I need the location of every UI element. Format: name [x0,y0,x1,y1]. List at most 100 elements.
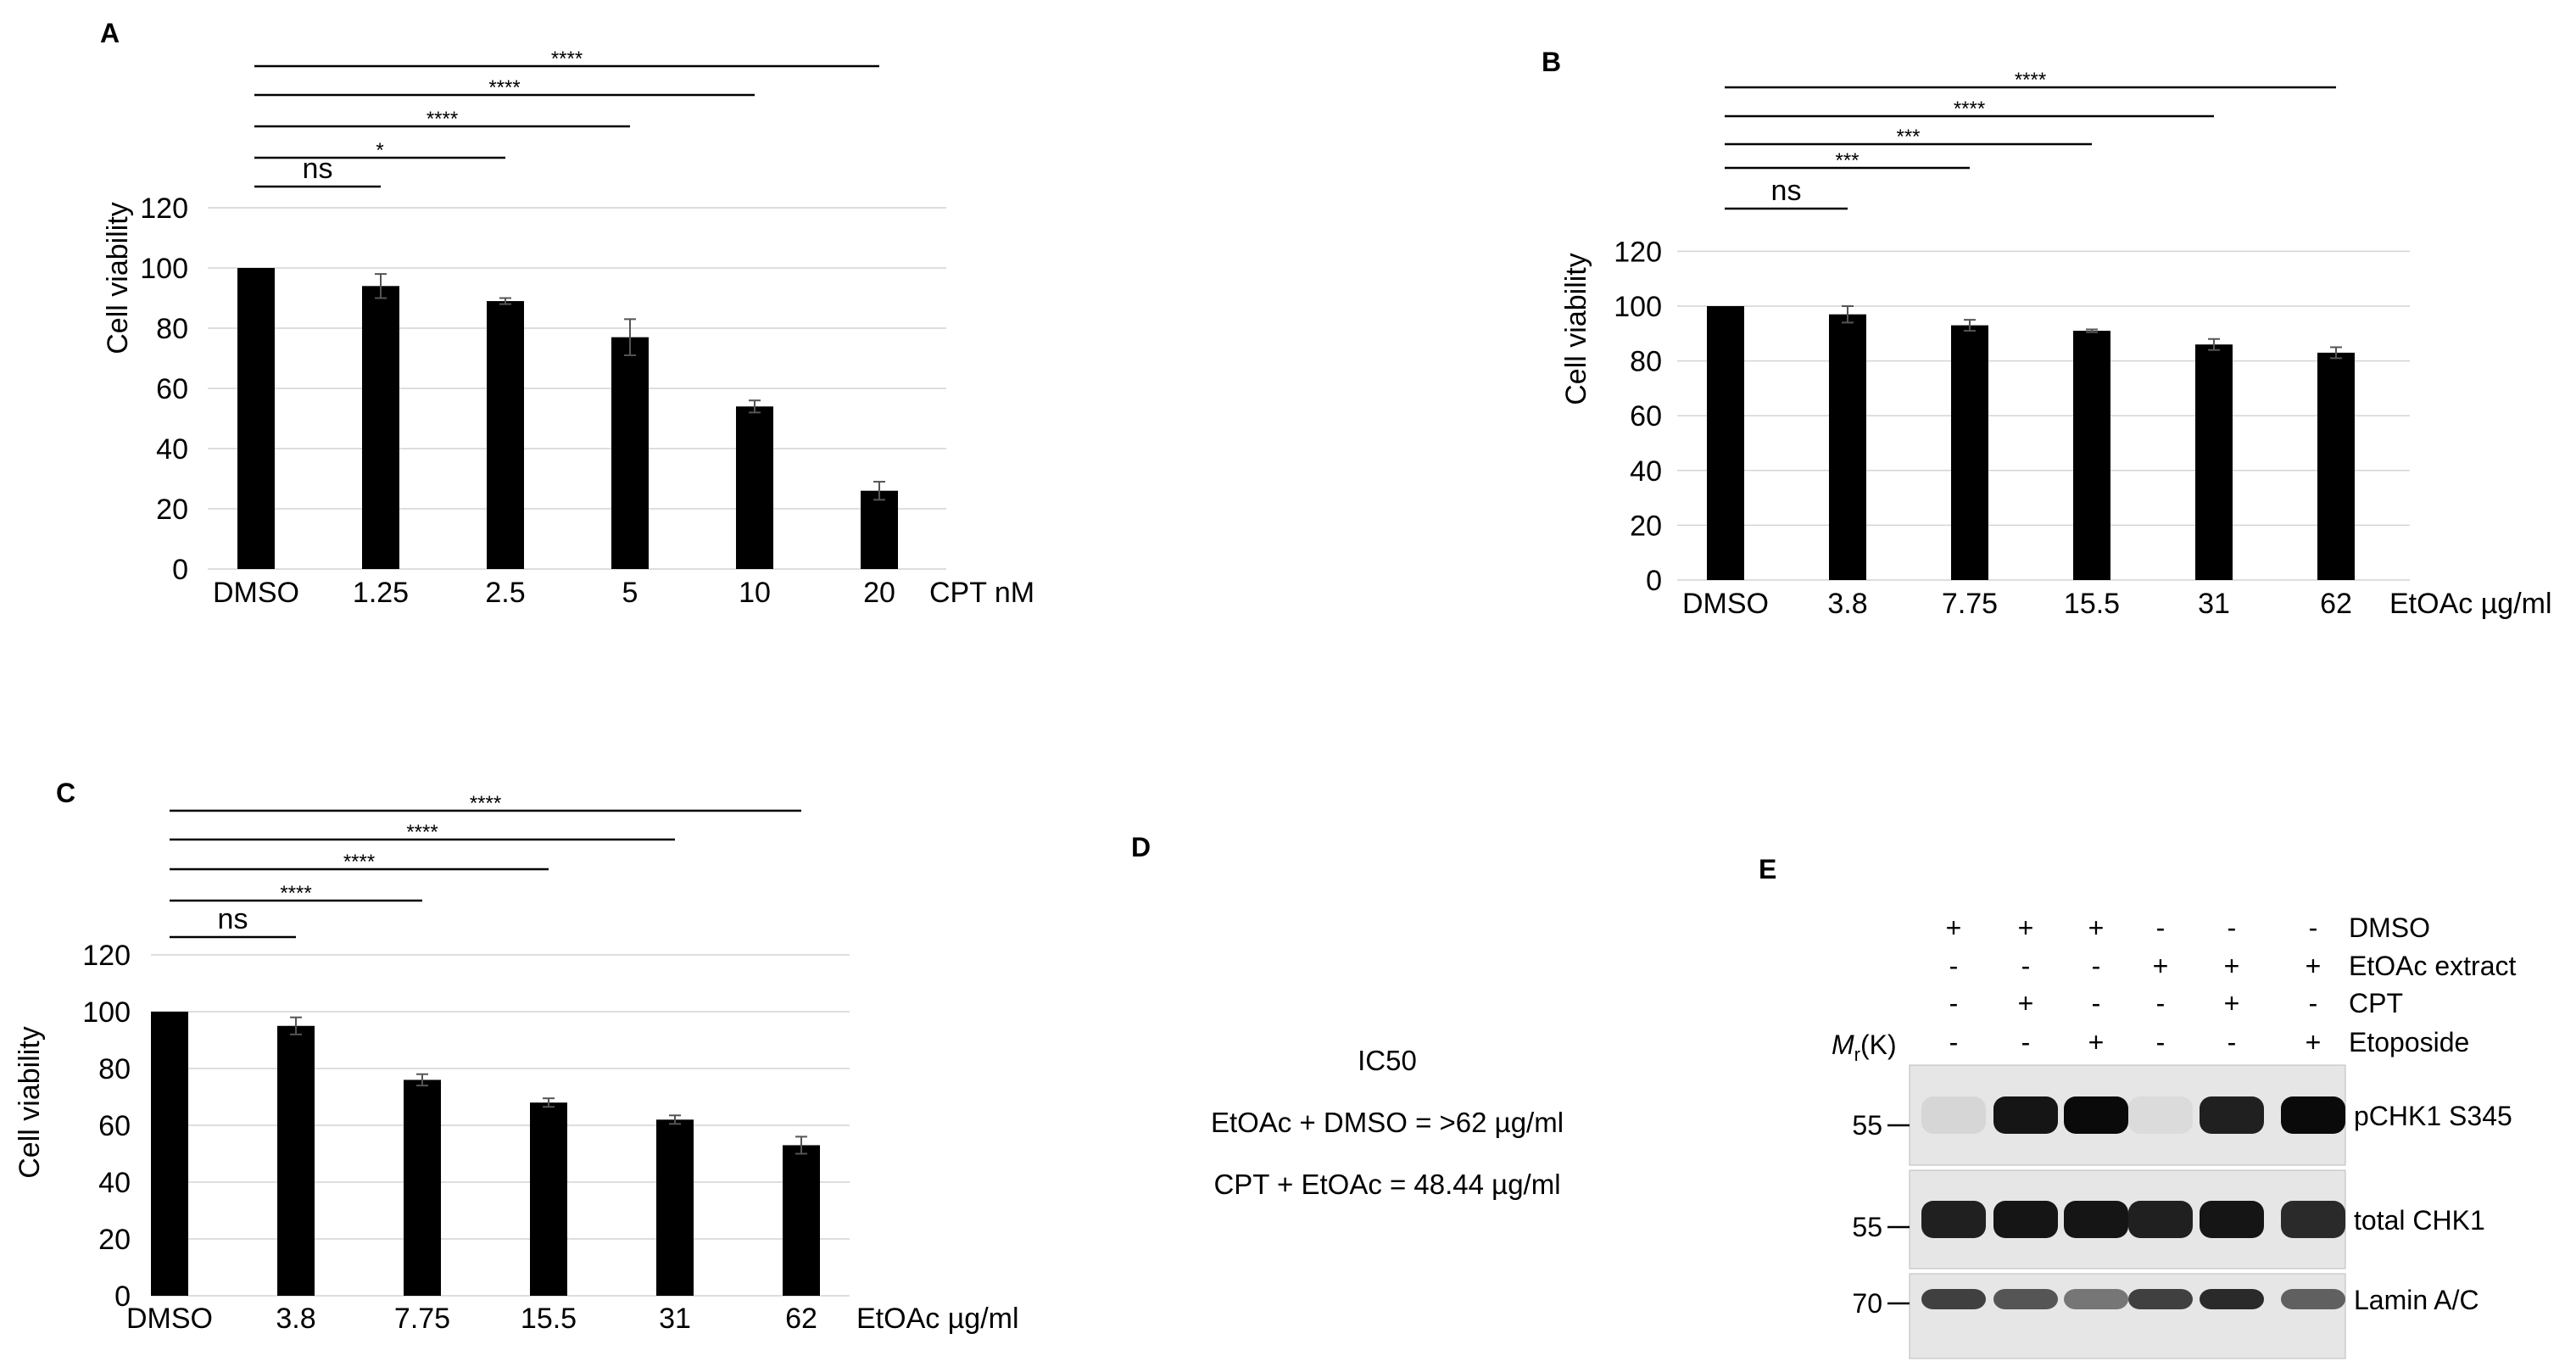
blot-band [2200,1096,2264,1134]
blot-band [2281,1096,2345,1134]
bar-DMSO [237,268,275,569]
panel-letter: C [56,778,75,808]
bar-62 [2317,352,2355,580]
x-tick-label: 62 [785,1303,817,1335]
x-tick-label: DMSO [1682,588,1769,620]
treatment-sign: + [2018,912,2034,943]
x-axis-title: CPT nM [929,577,1034,609]
x-tick-label: 31 [2198,588,2230,620]
x-tick-label: 7.75 [1942,588,1998,620]
y-tick-label: 60 [1630,400,1662,432]
bar-1.25 [362,286,399,569]
blot-band [1921,1201,1986,1238]
x-tick-label: 10 [739,577,771,609]
treatment-sign: + [1946,912,1962,943]
treatment-sign: + [2153,951,2169,981]
y-tick-label: 80 [156,313,188,345]
error-bar [543,1097,555,1108]
treatment-sign: - [2092,988,2101,1018]
x-tick-label: 1.25 [353,577,409,609]
y-tick-label: 0 [114,1281,131,1313]
y-tick-label: 60 [156,373,188,405]
significance-label: **** [280,882,311,905]
bar-31 [2195,344,2233,580]
significance-label: *** [1835,149,1859,172]
significance-label: ns [218,903,248,935]
treatment-sign: + [2088,1027,2105,1057]
panel-letter-d: D [1131,832,1151,862]
y-tick-label: 60 [98,1110,131,1142]
significance-label: **** [1954,98,1985,120]
blot-band [2064,1201,2128,1238]
bar-15.5 [530,1102,567,1296]
treatment-sign: - [2228,912,2237,943]
marker-label: 70 [1852,1288,1882,1319]
bar-DMSO [1707,306,1744,580]
bar-62 [783,1145,820,1296]
blot-band [1921,1096,1986,1134]
significance-label: **** [551,47,583,70]
error-bar [873,481,885,501]
panel-letter: A [100,18,120,48]
treatment-sign: - [1949,951,1959,981]
y-tick-label: 20 [156,494,188,526]
panel-b-chart: B 0 20 40 60 80 100 120 DMSO 3.8 7.75 15.5 31 62 EtOAc… [1542,47,2552,620]
treatment-sign: - [2156,1027,2166,1057]
treatment-sign: - [2021,1027,2031,1057]
x-axis-title: EtOAc µg/ml [856,1303,1019,1335]
treatment-sign: + [2306,951,2322,981]
blot-band [2128,1096,2193,1134]
blot-band [2128,1201,2193,1238]
blot-band [2200,1201,2264,1238]
y-tick-label: 20 [98,1224,131,1256]
treatment-label: Etoposide [2349,1027,2469,1057]
y-axis-title: Cell viability [102,202,134,354]
x-tick-label: DMSO [213,577,299,609]
treatment-sign: - [2021,951,2031,981]
x-tick-label: 15.5 [2064,588,2120,620]
y-tick-label: 0 [1646,565,1662,597]
blot-band [2281,1201,2345,1238]
y-tick-label: 120 [82,940,131,972]
y-tick-label: 40 [1630,455,1662,488]
x-tick-label: 62 [2320,588,2352,620]
significance-label: * [376,139,383,162]
y-axis-title: Cell viability [14,1026,46,1179]
treatment-sign: - [2156,988,2166,1018]
x-tick-label: 2.5 [485,577,525,609]
treatment-sign: - [2092,951,2101,981]
panel-e-western-blot: E Mr(K) + + + - - - DMSO- - - + + + EtOAc extract- + -… [1759,854,2517,1359]
treatment-sign: - [2309,912,2318,943]
treatment-label: DMSO [2349,912,2430,943]
error-bar [624,318,636,356]
blot-band [2064,1289,2128,1309]
treatment-label: CPT [2349,988,2403,1018]
error-bar [669,1114,681,1125]
significance-label: **** [470,792,501,815]
bar-20 [861,490,898,569]
blot-membrane [1909,1273,2346,1359]
x-tick-label: 20 [863,577,895,609]
error-bar [1964,319,1976,332]
y-tick-label: 40 [156,433,188,466]
bar-DMSO [151,1012,188,1296]
treatment-sign: + [2306,1027,2322,1057]
error-bar [290,1016,302,1035]
y-tick-label: 40 [98,1167,131,1199]
significance-label: **** [427,108,458,131]
error-bar [375,273,387,299]
error-bar [416,1073,428,1087]
marker-label: 55 [1852,1212,1882,1242]
blot-label: total CHK1 [2354,1205,2485,1236]
x-tick-label: 7.75 [394,1303,450,1335]
y-tick-label: 80 [1630,346,1662,378]
blot-band [1993,1289,2058,1309]
error-bar [2330,346,2342,360]
mr-label-m: M [1832,1029,1854,1060]
blot-band [2281,1289,2345,1309]
bar-3.8 [277,1025,315,1296]
error-bar [2086,328,2098,333]
bar-5 [611,337,649,569]
treatment-sign: - [2156,912,2166,943]
treatment-sign: + [2088,912,2105,943]
